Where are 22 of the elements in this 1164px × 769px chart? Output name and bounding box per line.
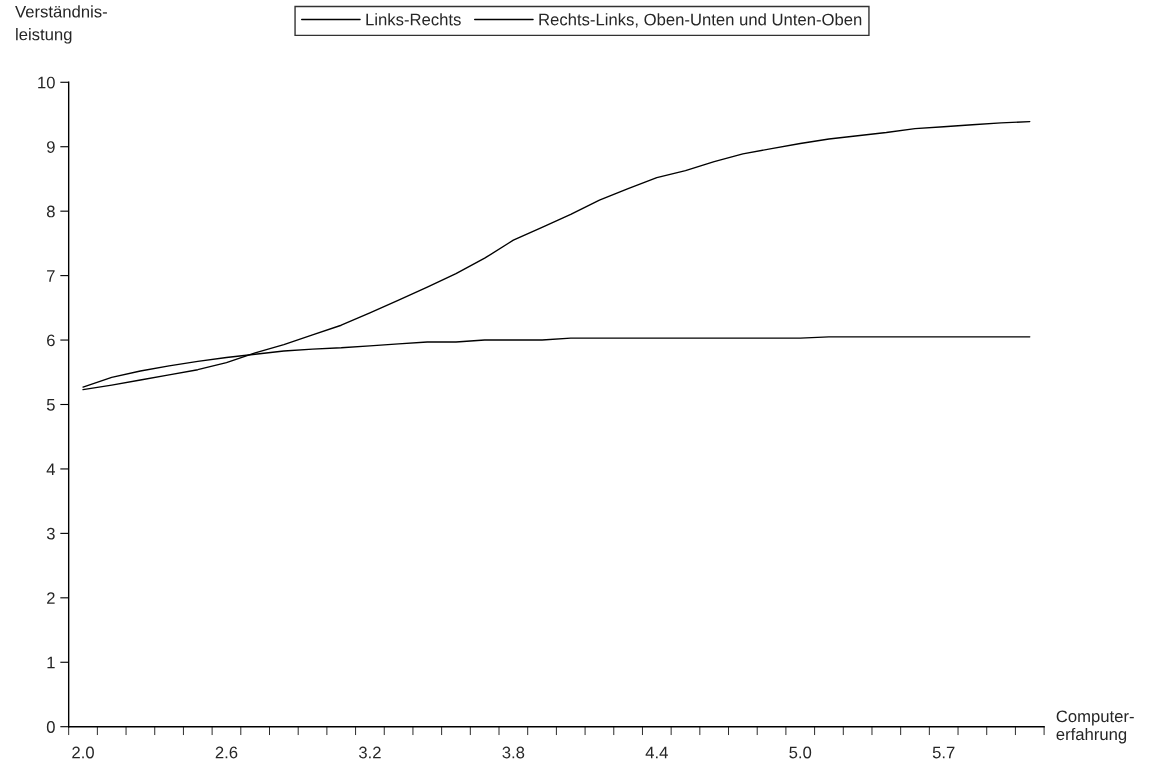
y-tick-label: 8 xyxy=(46,205,55,218)
x-tick-label: 2.0 xyxy=(72,746,94,759)
legend-label: Rechts-Links, Oben-Unten und Unten-Oben xyxy=(539,13,862,28)
legend-label: Links-Rechts xyxy=(366,13,461,26)
x-axis-title: Computer- erfahrung xyxy=(1056,710,1134,744)
x-tick-label: 2.6 xyxy=(215,746,238,759)
y-tick-label: 4 xyxy=(46,463,55,475)
x-tick-label: 3.8 xyxy=(502,746,525,759)
y-tick-label: 9 xyxy=(46,141,55,153)
y-tick-label: 3 xyxy=(46,527,55,540)
x-tick-label: 3.2 xyxy=(358,746,381,759)
x-tick-label: 5.7 xyxy=(932,746,955,759)
y-tick-label: 7 xyxy=(47,270,55,282)
y-tick-label: 0 xyxy=(46,721,55,733)
y-tick-label: 1 xyxy=(47,656,55,669)
x-tick-label: 4.4 xyxy=(645,746,668,759)
x-tick-label: 5.0 xyxy=(789,746,812,759)
y-tick-label: 5 xyxy=(46,399,55,411)
y-tick-label: 2 xyxy=(47,592,55,604)
y-tick-label: 10 xyxy=(38,76,55,89)
y-axis-title: Verständnis- leistung xyxy=(15,5,107,44)
y-tick-label: 6 xyxy=(47,334,55,347)
